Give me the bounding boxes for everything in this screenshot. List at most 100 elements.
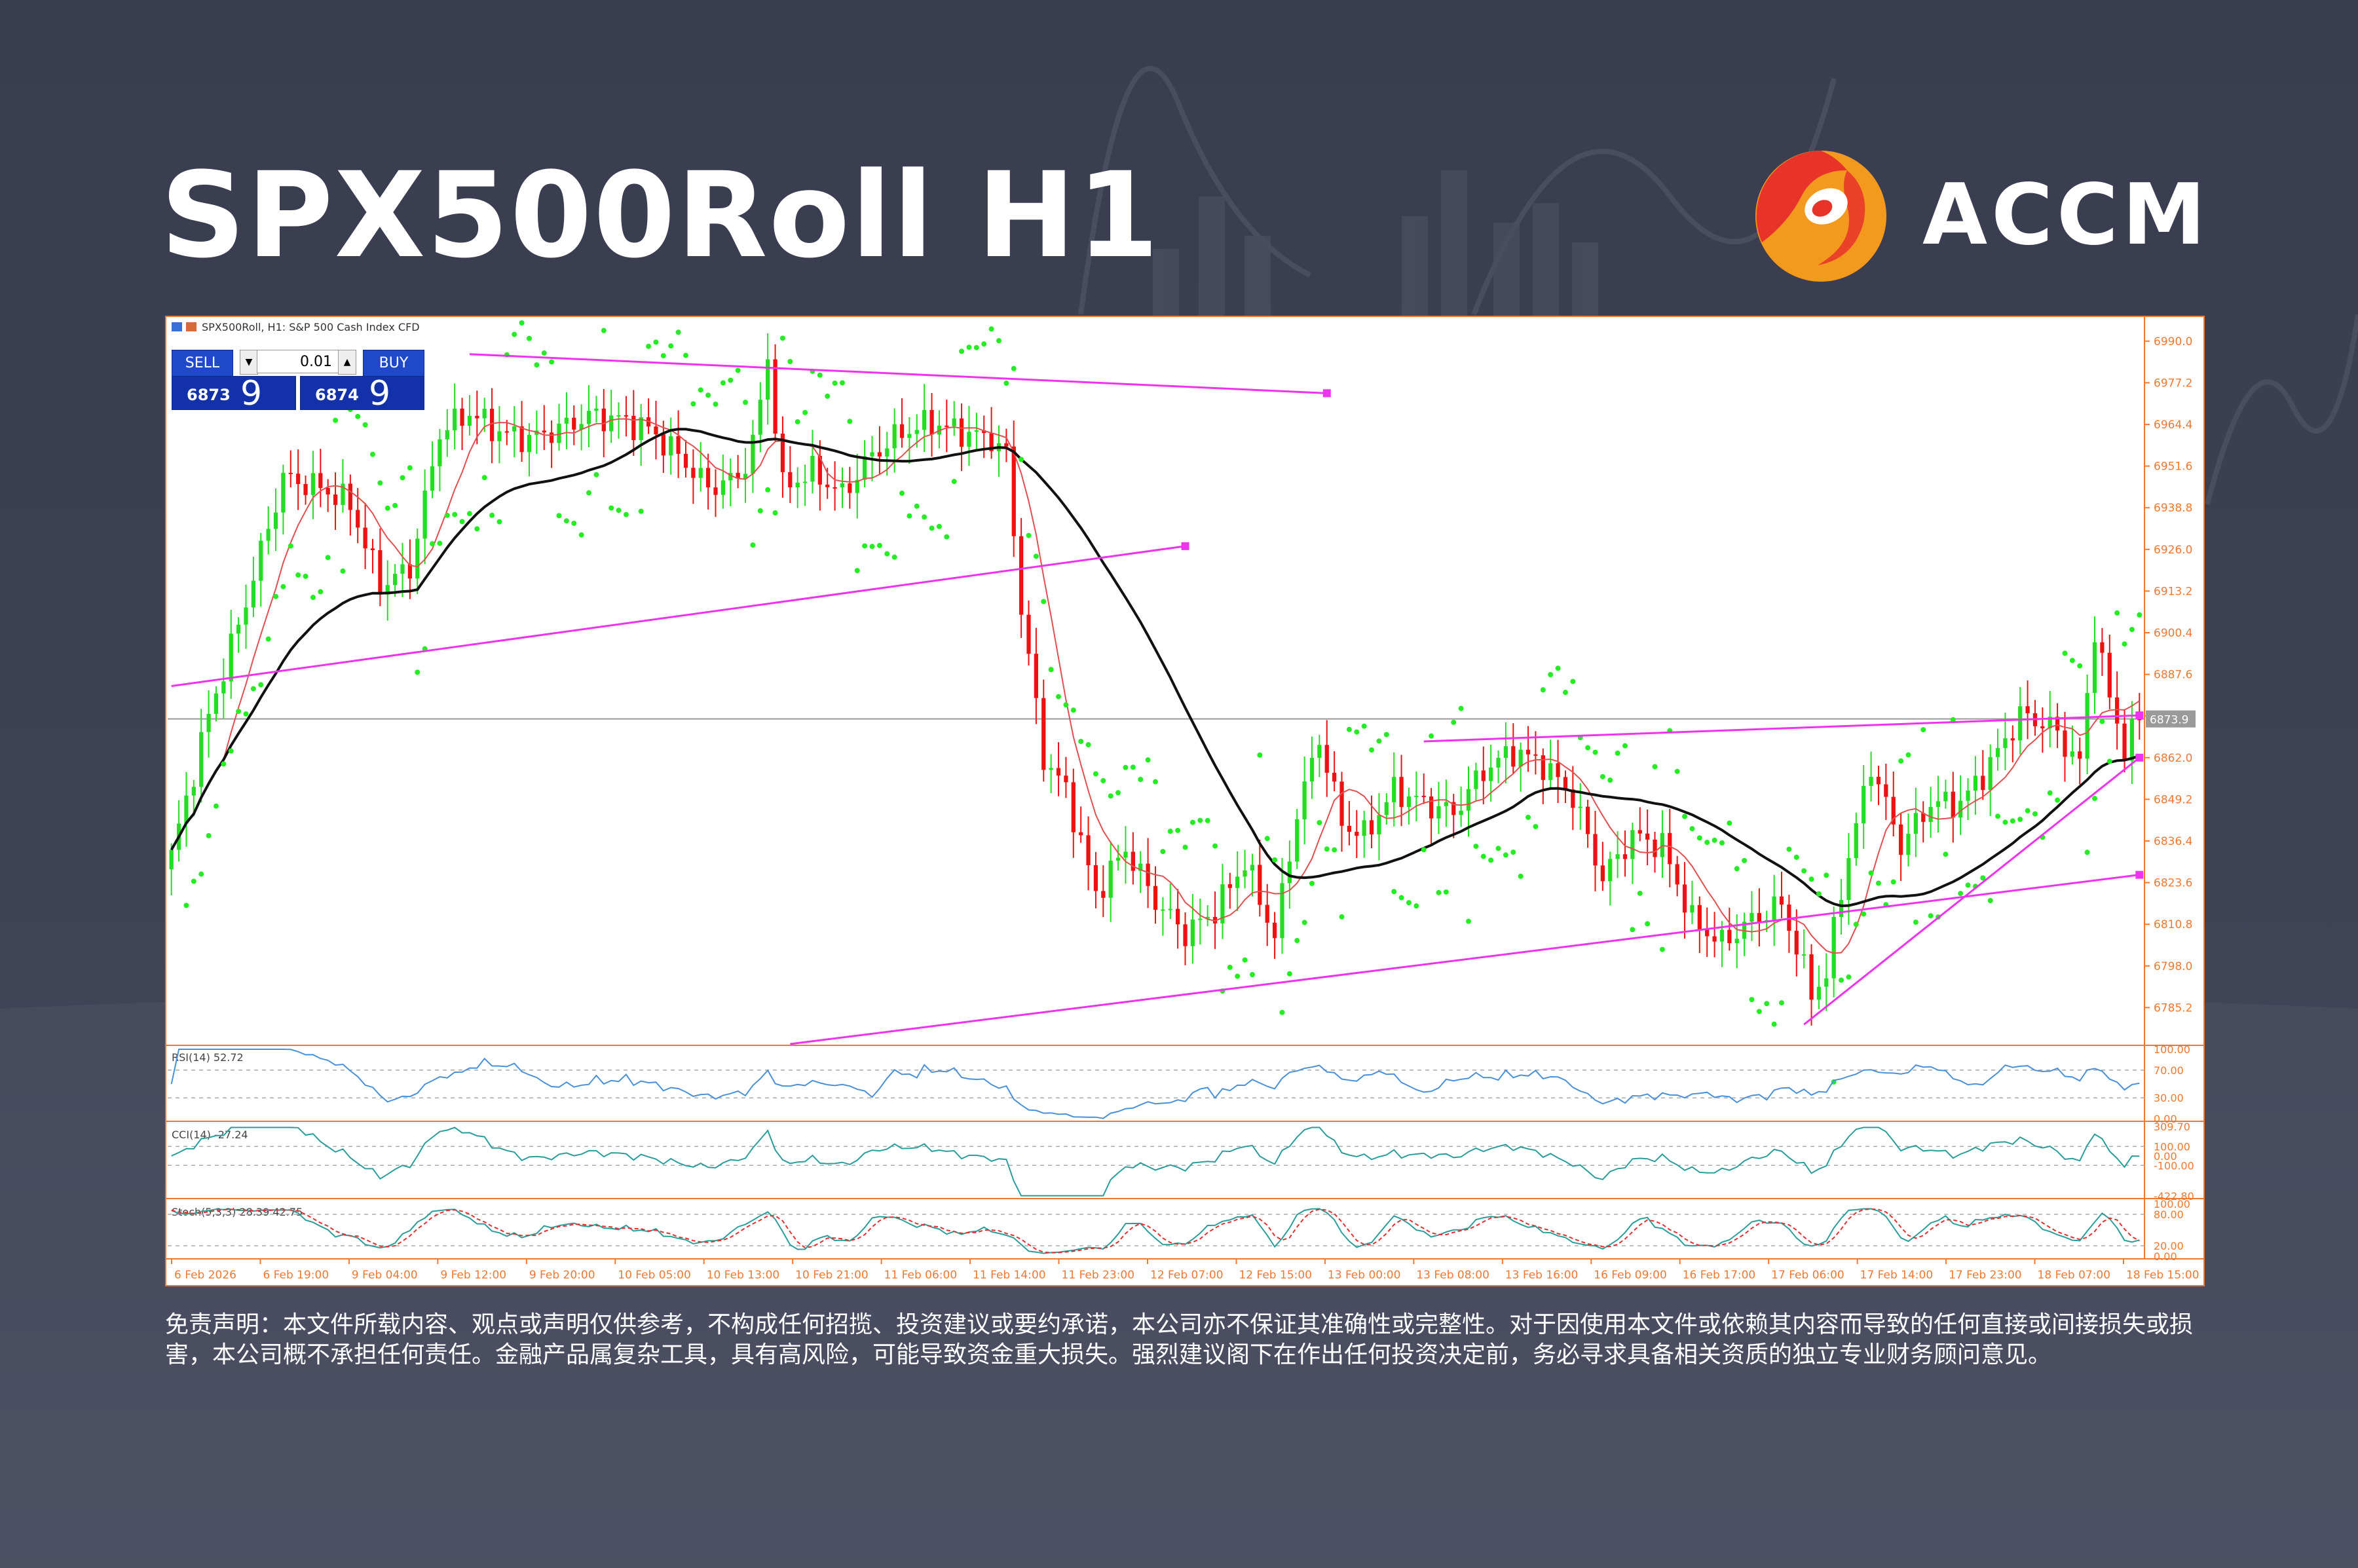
- candle-bull: [392, 574, 398, 586]
- parabolic-sar-dot: [1727, 820, 1732, 826]
- parabolic-sar-dot: [295, 572, 301, 578]
- indicator-tick-label: -100.00: [2154, 1159, 2194, 1172]
- candle-bear: [1086, 835, 1091, 865]
- indicator-tick-label: 0.00: [2154, 1113, 2177, 1125]
- candle-bear: [631, 415, 636, 441]
- candle-bull: [453, 408, 457, 430]
- parabolic-sar-dot: [750, 542, 756, 548]
- parabolic-sar-dot: [2025, 808, 2030, 813]
- parabolic-sar-dot: [2114, 610, 2120, 616]
- candle-bull: [1444, 802, 1448, 806]
- candle-bull: [1630, 830, 1635, 859]
- one-click-trading-panel[interactable]: SELL ▼ 0.01 ▲ BUY 6873 9 6874 9: [172, 347, 427, 413]
- candle-bear: [1347, 825, 1352, 832]
- parabolic-sar-dot: [1943, 851, 1949, 857]
- candle-bear: [2122, 723, 2127, 761]
- parabolic-sar-dot: [668, 343, 674, 349]
- parabolic-sar-dot: [1167, 829, 1173, 834]
- parabolic-sar-dot: [303, 573, 309, 579]
- y-tick-label: 6913.2: [2154, 585, 2192, 598]
- buy-button[interactable]: BUY: [363, 350, 424, 377]
- candle-bull: [802, 481, 808, 483]
- parabolic-sar-dot: [1704, 840, 1710, 846]
- parabolic-sar-dot: [1510, 849, 1516, 855]
- parabolic-sar-dot: [1421, 847, 1427, 853]
- parabolic-sar-dot: [1451, 719, 1457, 725]
- parabolic-sar-dot: [1011, 365, 1017, 371]
- parabolic-sar-dot: [1257, 752, 1263, 758]
- candle-bear: [303, 483, 308, 495]
- parabolic-sar-dot: [1868, 870, 1874, 876]
- candle-bull: [1317, 745, 1322, 758]
- candle-bull: [1190, 919, 1195, 946]
- parabolic-sar-dot: [377, 480, 383, 486]
- parabolic-sar-dot: [996, 338, 1001, 344]
- parabolic-sar-dot: [1063, 702, 1069, 708]
- candle-bear: [1399, 777, 1404, 808]
- parabolic-sar-dot: [1615, 750, 1620, 756]
- candle-bull: [1615, 854, 1620, 859]
- parabolic-sar-dot: [1197, 817, 1203, 823]
- sell-button[interactable]: SELL: [172, 350, 233, 377]
- price-chart[interactable]: SPX500Roll, H1: S&P 500 Cash Index CFD 69…: [165, 316, 2205, 1286]
- parabolic-sar-dot: [1987, 897, 1993, 903]
- candle-bull: [1198, 918, 1203, 920]
- buy-price[interactable]: 6874 9: [300, 374, 424, 413]
- candle-bear: [1757, 912, 1762, 923]
- buy-price-big: 9: [369, 374, 391, 413]
- candle-bear: [407, 564, 413, 579]
- candle-bear: [1622, 854, 1628, 859]
- candle-bull: [728, 472, 733, 481]
- parabolic-sar-dot: [1026, 532, 1032, 538]
- parabolic-sar-dot: [944, 534, 950, 540]
- candle-bull: [1436, 806, 1441, 819]
- parabolic-sar-dot: [735, 367, 741, 373]
- parabolic-sar-dot: [1175, 827, 1181, 833]
- candle-bull: [1250, 865, 1255, 871]
- candle-bear: [691, 468, 696, 478]
- parabolic-sar-dot: [1108, 793, 1114, 799]
- candle-bull: [1220, 884, 1225, 924]
- parabolic-sar-dot: [1600, 774, 1605, 779]
- parabolic-sar-dot: [2047, 790, 2053, 796]
- parabolic-sar-dot: [1041, 599, 1047, 605]
- lot-decrease-arrow-icon[interactable]: ▼: [240, 350, 258, 375]
- candle-bull: [863, 456, 867, 480]
- x-tick-label: 16 Feb 09:00: [1594, 1269, 1667, 1282]
- candle-bull: [1839, 900, 1844, 918]
- candle-bull: [2092, 642, 2097, 694]
- candle-bear: [1891, 796, 1896, 825]
- parabolic-sar-dot: [638, 508, 644, 514]
- candle-bull: [244, 607, 248, 625]
- candle-bear: [1101, 891, 1106, 898]
- parabolic-sar-dot: [1205, 817, 1210, 823]
- candle-bull: [2003, 738, 2008, 749]
- candle-bear: [1026, 614, 1031, 654]
- parabolic-sar-dot: [369, 451, 375, 457]
- lot-increase-arrow-icon[interactable]: ▲: [338, 350, 356, 375]
- candle-bull: [564, 417, 569, 424]
- chart-window[interactable]: SPX500Roll, H1: S&P 500 Cash Index CFD 69…: [165, 316, 2205, 1286]
- parabolic-sar-dot: [743, 400, 749, 405]
- parabolic-sar-dot: [1361, 723, 1367, 729]
- parabolic-sar-dot: [1503, 852, 1508, 858]
- candle-bull: [1802, 954, 1806, 956]
- x-tick-label: 6 Feb 2026: [174, 1269, 236, 1282]
- parabolic-sar-dot: [1070, 707, 1076, 713]
- sell-price[interactable]: 6873 9: [172, 374, 296, 413]
- candle-bull: [385, 585, 390, 595]
- parabolic-sar-dot: [236, 709, 242, 715]
- candle-bear: [326, 488, 330, 495]
- parabolic-sar-dot: [250, 686, 256, 692]
- candle-bear: [489, 409, 495, 441]
- candle-bear: [736, 472, 740, 479]
- x-tick-label: 9 Feb 04:00: [352, 1269, 418, 1282]
- parabolic-sar-dot: [556, 513, 562, 519]
- candle-bull: [1548, 763, 1553, 780]
- candle-bull: [1936, 801, 1941, 807]
- candle-bull: [1824, 978, 1829, 987]
- parabolic-sar-dot: [2062, 650, 2068, 656]
- parabolic-sar-dot: [1518, 873, 1524, 879]
- candle-bear: [825, 484, 830, 487]
- candle-bull: [751, 434, 755, 474]
